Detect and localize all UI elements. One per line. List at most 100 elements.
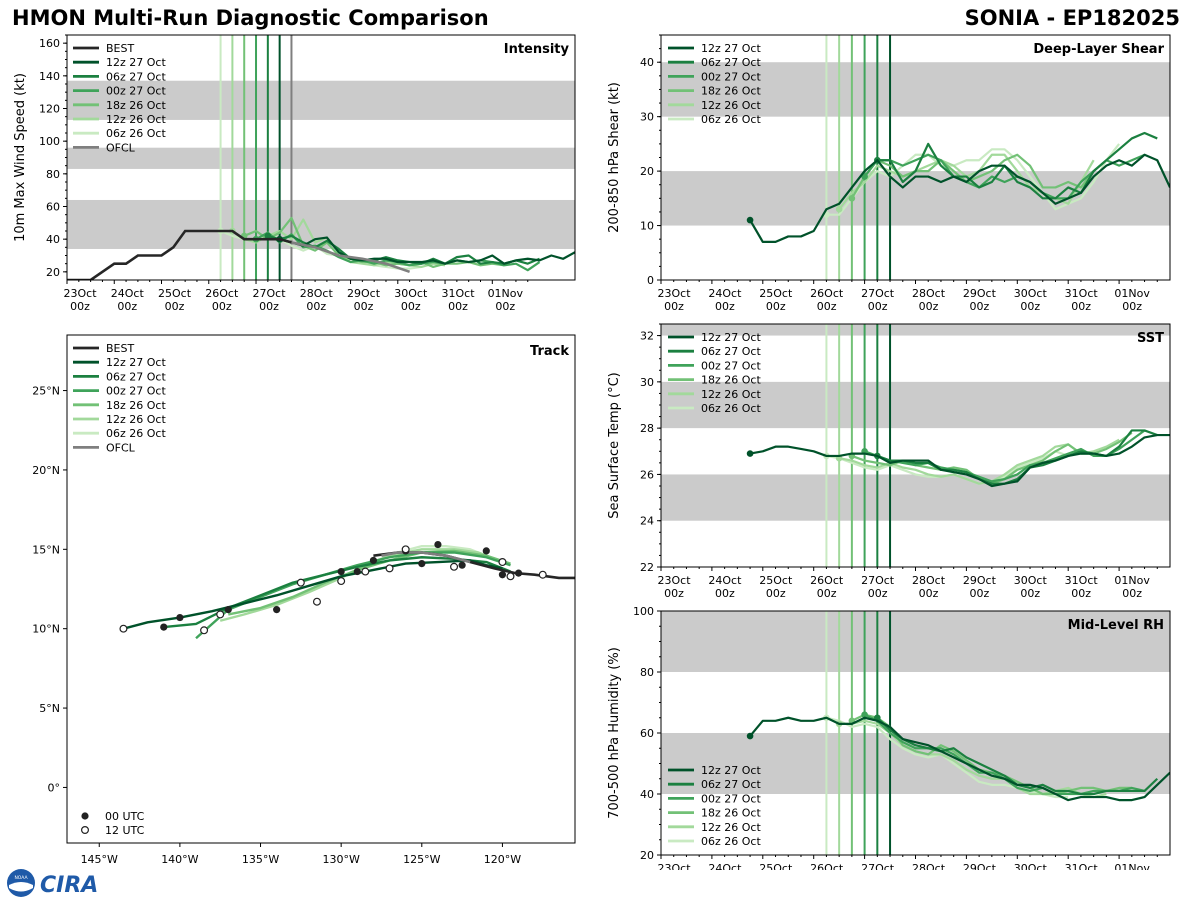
track-legend-label: 06z 27 Oct [106, 370, 166, 383]
rh-xtick-label-day: 28Oct [912, 862, 946, 870]
intensity-xtick-label-day: 26Oct [205, 287, 239, 300]
shear-series-1 [877, 131, 1158, 200]
intensity-legend-label: 06z 26 Oct [106, 127, 166, 140]
track-marker-12utc [200, 626, 209, 635]
shear-ytick-label: 10 [640, 220, 654, 233]
sst-ytick-label: 32 [640, 330, 654, 343]
sst-series-1 [876, 429, 1158, 485]
sst-xtick-label-day: 26Oct [810, 574, 844, 587]
track-xtick-label: 140°W [161, 853, 198, 866]
intensity-legend-label: 12z 26 Oct [106, 113, 166, 126]
shear-xtick-label-day: 01Nov [1114, 287, 1150, 300]
rh-ytick-label: 40 [640, 788, 654, 801]
sst-xtick-label-hour: 00z [766, 587, 786, 600]
intensity-best-line [67, 229, 292, 280]
shear-band-1 [661, 62, 1170, 117]
shear-chart: 01020304023Oct00z24Oct00z25Oct00z26Oct00… [607, 34, 1171, 313]
intensity-title: Intensity [504, 42, 570, 57]
intensity-chart: 2040608010012014016023Oct00z24Oct00z25Oc… [13, 34, 576, 313]
intensity-xtick-label-day: 23Oct [63, 287, 97, 300]
track-marker-00utc [514, 569, 523, 577]
intensity-legend-label: 00z 27 Oct [106, 85, 166, 98]
track-xtick-label: 145°W [81, 853, 118, 866]
sst-band-1 [661, 381, 1170, 429]
intensity-xtick-label-hour: 00z [70, 300, 90, 313]
rh-xtick-label-day: 31Oct [1065, 862, 1099, 870]
intensity-xtick-label-day: 28Oct [300, 287, 334, 300]
intensity-xtick-label-day: 27Oct [253, 287, 287, 300]
sst-legend-label: 12z 26 Oct [701, 388, 761, 401]
shear-xtick-label-day: 24Oct [708, 287, 742, 300]
track-xtick-label: 125°W [403, 853, 440, 866]
sst-xtick-label-day: 27Oct [861, 574, 895, 587]
shear-xtick-label-hour: 00z [766, 300, 786, 313]
rh-ytick-label: 100 [633, 605, 654, 618]
rh-series-start-2 [861, 711, 868, 718]
sst-ytick-label: 26 [640, 468, 654, 481]
track-xtick-label: 130°W [322, 853, 359, 866]
shear-xtick-label-day: 31Oct [1065, 287, 1099, 300]
track-marker-12utc [401, 545, 410, 554]
shear-ylabel: 200-850 hPa Shear (kt) [607, 82, 622, 233]
intensity-xtick-label-hour: 00z [117, 300, 137, 313]
shear-legend-label: 12z 27 Oct [701, 42, 761, 55]
sst-xtick-label-day: 28Oct [912, 574, 946, 587]
rh-legend-label: 12z 27 Oct [701, 764, 761, 777]
shear-xtick-label-hour: 00z [664, 300, 684, 313]
sst-ytick-label: 28 [640, 422, 654, 435]
track-marker-12utc [312, 597, 321, 606]
rh-band-1 [661, 611, 1170, 672]
diagnostic-charts: 2040608010012014016023Oct00z24Oct00z25Oc… [13, 34, 1171, 870]
sst-title: SST [1137, 331, 1164, 346]
rh-ytick-label: 20 [640, 849, 654, 862]
shear-plot-area [661, 35, 1170, 280]
track-frame [66, 334, 576, 844]
sst-ytick-label: 22 [640, 561, 654, 574]
intensity-xtick-label-hour: 00z [448, 300, 468, 313]
intensity-ytick-label: 160 [39, 37, 60, 50]
sst-band-2 [661, 324, 1170, 336]
track-ytick-label: 15°N [32, 543, 60, 556]
shear-series-start-4 [835, 205, 843, 213]
shear-series-start-3 [848, 195, 856, 202]
sst-xtick-label-day: 31Oct [1065, 574, 1099, 587]
intensity-legend-label: 18z 26 Oct [106, 99, 166, 112]
shear-xtick-label-hour: 00z [715, 300, 735, 313]
sst-xtick-label-hour: 00z [970, 587, 990, 600]
track-marker-12utc [538, 570, 547, 579]
sst-xtick-label-hour: 00z [1071, 587, 1091, 600]
track-marker-00utc [337, 567, 345, 576]
sst-series-0 [749, 433, 1170, 488]
intensity-xtick-label-hour: 00z [354, 300, 374, 313]
track-ytick-label: 20°N [32, 464, 60, 477]
rh-xtick-label-day: 26Oct [810, 862, 844, 870]
intensity-xtick-label-day: 01Nov [488, 287, 524, 300]
rh-ytick-label: 60 [640, 727, 654, 740]
track-marker-00utc [434, 540, 442, 549]
shear-legend-label: 12z 26 Oct [701, 99, 761, 112]
intensity-band-1 [67, 147, 575, 169]
rh-xtick-label-day: 25Oct [759, 862, 793, 870]
sst-series-2 [864, 429, 1146, 483]
intensity-ofcl-line [291, 241, 411, 274]
track-xtick-label: 135°W [242, 853, 279, 866]
track-utc-legend-00-label: 00 UTC [105, 810, 145, 823]
intensity-plot-area [67, 35, 575, 280]
shear-xtick-label-day: 27Oct [861, 287, 895, 300]
sst-chart: 22242628303223Oct00z24Oct00z25Oct00z26Oc… [607, 323, 1171, 600]
track-title: Track [530, 344, 569, 359]
intensity-ytick-label: 100 [39, 135, 60, 148]
sst-xtick-label-day: 29Oct [963, 574, 997, 587]
shear-xtick-label-day: 29Oct [963, 287, 997, 300]
track-ytick-label: 5°N [39, 702, 60, 715]
rh-legend-label: 18z 26 Oct [701, 807, 761, 820]
track-series-1 [163, 556, 511, 629]
shear-xtick-label-day: 30Oct [1014, 287, 1048, 300]
track-ofcl-line [381, 551, 471, 564]
shear-ytick-label: 0 [647, 274, 654, 287]
cira-logo-text: CIRA [40, 873, 98, 898]
sst-xtick-label-day: 23Oct [657, 574, 691, 587]
track-marker-00utc [160, 623, 168, 631]
track-legend-label: 12z 26 Oct [106, 413, 166, 426]
shear-xtick-label-day: 23Oct [657, 287, 691, 300]
